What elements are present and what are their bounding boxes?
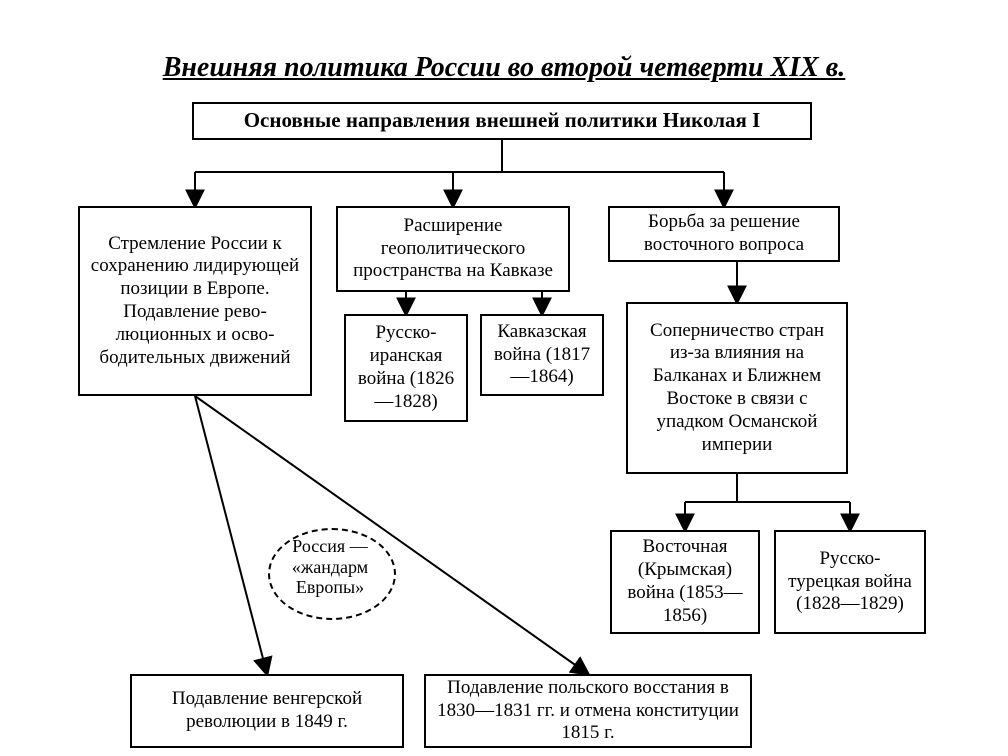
node-suppress-poland: Подавление польского восстания в 1830—18… xyxy=(424,674,752,748)
node-war-crimea: Восточная (Крымская) война (1853—1856) xyxy=(610,530,760,634)
diagram-title: Внешняя политика России во второй четвер… xyxy=(0,52,1008,84)
node-rivalry-ottoman: Соперничество стран из-за вли­яния на Ба… xyxy=(626,302,848,474)
annotation-gendarme: Россия — «жандарм Европы» xyxy=(268,536,392,598)
node-war-turkey: Русско-турецкая война (1828—1829) xyxy=(774,530,926,634)
annotation-line: «жандарм xyxy=(292,557,368,577)
node-war-iran: Русско-иранская война (1826—1828) xyxy=(344,314,468,422)
annotation-line: Россия — xyxy=(292,536,367,556)
node-root: Основные направления внешней политики Ни… xyxy=(192,102,812,140)
annotation-line: Европы» xyxy=(296,577,364,597)
node-war-caucasus: Кавказская война (1817—1864) xyxy=(480,314,604,396)
node-suppress-hungary: Подавление венгерской революции в 1849 г… xyxy=(130,674,404,748)
node-direction-eastern: Борьба за решение восточного вопроса xyxy=(608,206,840,262)
diagram-canvas: Внешняя политика России во второй четвер… xyxy=(0,0,1008,756)
node-direction-caucasus: Расширение геополитического пространства… xyxy=(336,206,570,292)
node-direction-europe: Стремление России к сохранению лидирующе… xyxy=(78,206,312,396)
